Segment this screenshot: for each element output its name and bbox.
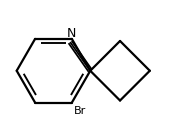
Text: Br: Br <box>74 106 86 116</box>
Text: N: N <box>66 27 76 40</box>
